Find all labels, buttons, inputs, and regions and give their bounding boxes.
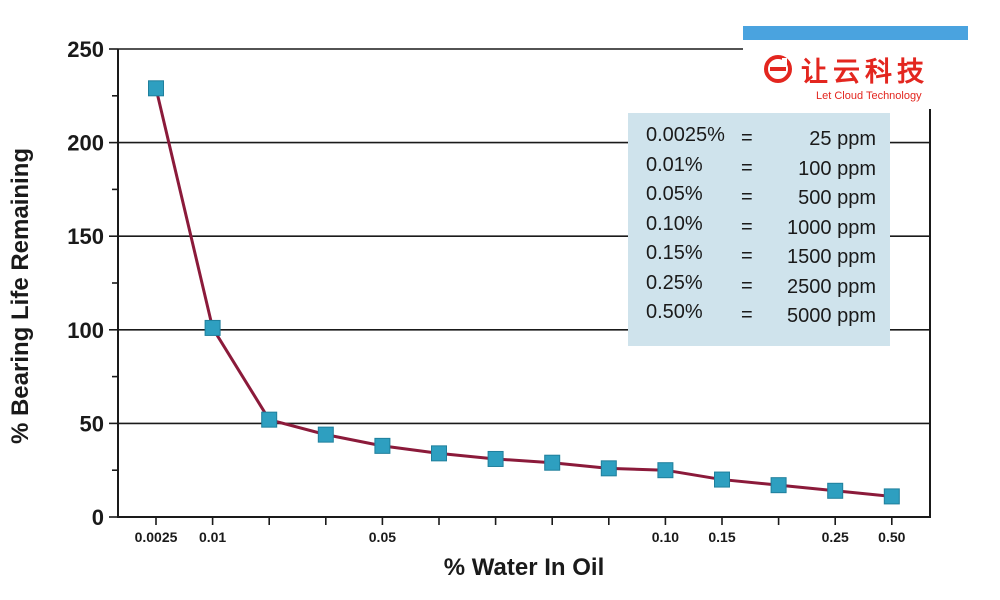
conversion-ppm: 5000 ppm [787,305,876,327]
logo-english-text: Let Cloud Technology [816,90,922,102]
conversion-equals: = [741,304,753,326]
conversion-percent: 0.15% [646,242,703,264]
y-tick-labels: 0 50 100 150 200 250 [67,37,104,530]
conversion-row: 0.10% = 1000 ppm [628,213,890,242]
conversion-percent: 0.25% [646,271,703,294]
series-line-0 [154,87,892,498]
conversion-equals: = [741,186,753,208]
conversion-equals: = [741,274,753,297]
data-point-5 [431,445,447,462]
conversion-ppm: 1000 ppm [787,216,876,239]
conversion-ppm: 2500 ppm [787,275,876,298]
conversion-row: 0.25% = 2500 ppm [628,272,890,301]
conversion-percent: 0.01% [646,153,703,176]
tick-marks [109,48,893,525]
conversion-ppm: 100 ppm [798,157,876,180]
conversion-ppm: 1500 ppm [787,246,876,268]
data-point-9 [657,462,674,479]
conversion-equals: = [741,215,753,238]
y-tick-label-0: 0 [92,505,104,530]
logo-chinese-text: 让云科技 [801,57,929,88]
data-point-10 [714,471,730,488]
data-point-1 [204,319,221,336]
conversion-percent: 0.05% [646,183,703,205]
data-point-7 [544,454,561,471]
y-tick-label-100: 100 [67,318,104,343]
y-tick-label-200: 200 [67,131,104,156]
data-point-13 [883,488,900,505]
y-tick-label-50: 50 [80,411,104,436]
x-axis-title: % Water In Oil [444,554,604,581]
conversion-percent: 0.10% [646,212,703,235]
data-point-2 [261,411,278,428]
logo-accent-bar [743,26,968,40]
conversion-equals: = [741,156,753,179]
conversion-percent: 0.0025% [646,124,725,146]
y-axis-title: % Bearing Life Remaining [7,148,34,444]
y-tick-label-250: 250 [67,37,104,62]
data-point-3 [317,426,334,443]
conversion-row: 0.15% = 1500 ppm [628,242,890,271]
conversion-equals: = [741,127,753,149]
x-tick-label-1: 0.01 [199,529,226,545]
x-tick-label-13: 0.50 [878,529,905,545]
conversion-percent: 0.50% [646,301,703,323]
conversion-row: 0.05% = 500 ppm [628,183,890,212]
series-layer [148,80,900,505]
conversion-row: 0.0025% = 25 ppm [628,124,890,153]
company-logo: 让云科技 Let Cloud Technology [743,40,968,104]
y-tick-label-150: 150 [67,224,104,249]
conversion-ppm: 25 ppm [809,128,876,150]
x-tick-label-9: 0.10 [652,529,679,545]
conversion-ppm: 500 ppm [798,187,876,209]
ppm-conversion-table: 0.0025% = 25 ppm 0.01% = 100 ppm 0.05% = 500 ppm… [628,113,890,346]
conversion-row: 0.50% = 5000 ppm [628,301,890,330]
let-cloud-logo-icon [764,55,792,83]
data-point-4 [374,437,391,454]
data-point-0 [148,80,164,97]
conversion-equals: = [741,245,753,267]
x-tick-label-4: 0.05 [369,529,396,545]
data-point-6 [487,450,504,467]
x-tick-label-12: 0.25 [822,529,849,545]
x-tick-label-10: 0.15 [708,529,735,545]
data-point-11 [770,477,787,494]
conversion-row: 0.01% = 100 ppm [628,154,890,183]
x-tick-labels: 0.0025 0.01 0.05 0.10 0.15 0.25 0.50 [135,529,906,545]
x-tick-label-0: 0.0025 [135,529,178,545]
data-point-8 [600,460,617,477]
data-point-12 [827,482,844,499]
